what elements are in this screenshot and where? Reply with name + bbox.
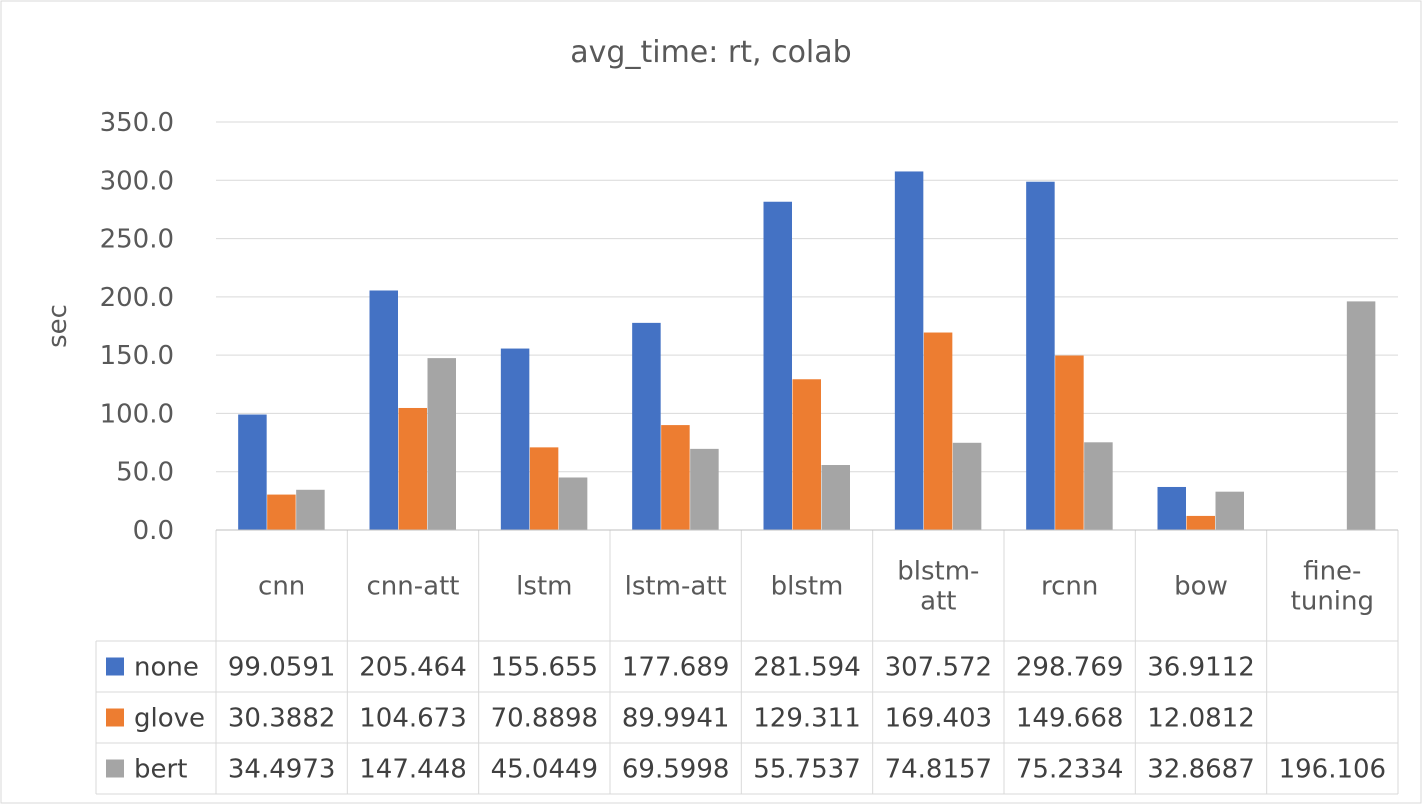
x-category-label: bow xyxy=(1174,572,1228,602)
bar-bert-blstm xyxy=(821,465,850,530)
bar-none-blstm xyxy=(763,201,792,530)
bar-none-cnn-att xyxy=(369,290,398,530)
data-table-cell: 75.2334 xyxy=(1016,755,1124,785)
bar-bert-lstm xyxy=(558,477,588,530)
data-table: cnn cnn-att lstm lstm-att blstm blstm-att rcnn… xyxy=(95,529,1399,795)
data-table-cell: 12.0812 xyxy=(1147,704,1255,734)
data-table-cell: 129.311 xyxy=(753,704,861,734)
x-category-label: blstm- xyxy=(897,557,979,587)
x-category-label: att xyxy=(920,587,956,617)
bar-glove-cnn-att xyxy=(398,407,427,530)
bar-none-rcnn xyxy=(1026,181,1055,530)
bar-bert-cnn xyxy=(296,489,325,530)
data-table-cell: 36.9112 xyxy=(1147,653,1255,683)
data-table-cell: 30.3882 xyxy=(228,704,336,734)
bar-bert-lstm-att xyxy=(690,448,719,530)
data-table-cell: 149.668 xyxy=(1016,704,1124,734)
bar-none-lstm-att xyxy=(632,322,661,530)
data-table-cell: 32.8687 xyxy=(1147,755,1255,785)
y-tick-label: 250.0 xyxy=(100,225,174,255)
bar-bert-fine-tuning xyxy=(1346,301,1376,530)
y-axis-label: sec xyxy=(43,304,73,348)
bar-none-cnn xyxy=(238,414,267,530)
y-tick-label: 150.0 xyxy=(100,341,174,371)
x-category-label: lstm xyxy=(516,572,572,602)
data-table-cell: 104.673 xyxy=(359,704,467,734)
data-table-cell: 298.769 xyxy=(1016,653,1124,683)
x-category-label: rcnn xyxy=(1041,572,1098,602)
legend-swatch-bert xyxy=(106,759,124,778)
bar-glove-lstm-att xyxy=(661,425,690,530)
x-category-label: blstm xyxy=(771,572,844,602)
y-tick-label: 100.0 xyxy=(100,399,174,429)
y-tick-label: 200.0 xyxy=(100,283,174,313)
data-table-cell: 205.464 xyxy=(359,653,467,683)
data-table-cell: 177.689 xyxy=(622,653,730,683)
legend-label-glove: glove xyxy=(134,704,205,734)
x-category-label: cnn-att xyxy=(367,572,460,602)
bar-glove-cnn xyxy=(267,494,296,530)
bar-glove-blstm xyxy=(792,379,821,530)
y-tick-label: 0.0 xyxy=(133,516,174,546)
y-tick-label: 350.0 xyxy=(100,108,174,138)
legend-swatch-none xyxy=(106,657,124,676)
data-table-cell: 281.594 xyxy=(753,653,861,683)
legend-swatch-glove xyxy=(106,708,124,727)
legend-label-none: none xyxy=(134,653,199,683)
data-table-cell: 55.7537 xyxy=(753,755,861,785)
data-table-cell: 74.8157 xyxy=(885,755,993,785)
chart-title: avg_time: rt, colab xyxy=(570,35,851,70)
bar-none-bow xyxy=(1157,486,1186,530)
legend-label-bert: bert xyxy=(134,755,187,785)
bar-bert-blstm-att xyxy=(952,442,982,530)
y-axis-ticks: 0.0 50.0 100.0 150.0 200.0 250.0 300.0 350.0 xyxy=(100,108,174,546)
x-category-label: cnn xyxy=(258,572,305,602)
bar-glove-lstm xyxy=(529,447,559,530)
bars xyxy=(238,171,1376,530)
bar-glove-bow xyxy=(1186,515,1215,530)
bar-glove-blstm-att xyxy=(923,332,953,530)
data-table-cell: 69.5998 xyxy=(622,755,730,785)
data-table-cell: 307.572 xyxy=(885,653,993,683)
bar-glove-rcnn xyxy=(1055,355,1084,530)
data-table-cell: 155.655 xyxy=(491,653,599,683)
x-category-label: fine- xyxy=(1303,557,1361,587)
y-tick-label: 50.0 xyxy=(116,458,174,488)
x-category-label: lstm-att xyxy=(625,572,727,602)
bar-bert-rcnn xyxy=(1084,442,1113,530)
bar-none-lstm xyxy=(500,348,530,530)
data-table-cell: 99.0591 xyxy=(228,653,336,683)
data-table-cell: 34.4973 xyxy=(228,755,336,785)
data-table-cell: 89.9941 xyxy=(622,704,730,734)
x-category-label: tuning xyxy=(1291,587,1374,617)
bar-bert-cnn-att xyxy=(427,358,456,530)
data-table-cell: 196.106 xyxy=(1279,755,1387,785)
bar-bert-bow xyxy=(1215,491,1244,530)
data-table-cell: 70.8898 xyxy=(491,704,599,734)
data-table-cell: 147.448 xyxy=(359,755,467,785)
data-table-cell: 169.403 xyxy=(885,704,993,734)
y-tick-label: 300.0 xyxy=(100,166,174,196)
bar-none-blstm-att xyxy=(894,171,924,530)
data-table-cell: 45.0449 xyxy=(491,755,599,785)
